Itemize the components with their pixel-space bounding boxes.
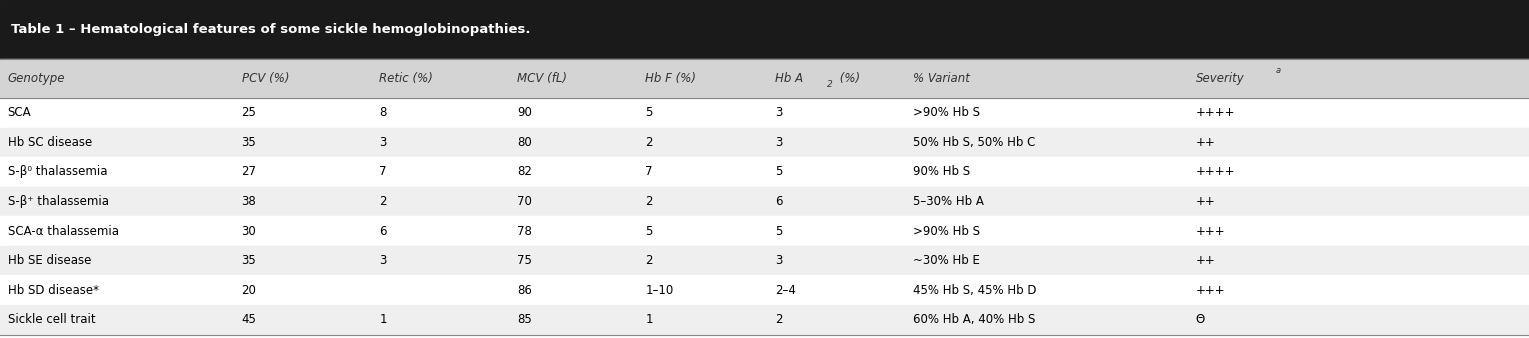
Text: SCA: SCA [8, 106, 31, 119]
Text: >90% Hb S: >90% Hb S [913, 225, 980, 238]
Text: 27: 27 [242, 166, 257, 178]
Text: Θ: Θ [1196, 313, 1205, 326]
Text: 2: 2 [775, 313, 783, 326]
Text: 1: 1 [645, 313, 653, 326]
Text: ++++: ++++ [1196, 106, 1235, 119]
Text: +++: +++ [1196, 284, 1225, 297]
Text: 80: 80 [517, 136, 532, 149]
Bar [0, 128, 1529, 157]
Text: 2: 2 [645, 195, 653, 208]
Text: 2: 2 [645, 136, 653, 149]
Text: 78: 78 [517, 225, 532, 238]
Text: 8: 8 [379, 106, 387, 119]
Text: +++: +++ [1196, 225, 1225, 238]
Text: >90% Hb S: >90% Hb S [913, 106, 980, 119]
Text: 5: 5 [775, 225, 783, 238]
Text: 75: 75 [517, 254, 532, 267]
Text: ++: ++ [1196, 195, 1216, 208]
Text: 70: 70 [517, 195, 532, 208]
Text: 50% Hb S, 50% Hb C: 50% Hb S, 50% Hb C [913, 136, 1035, 149]
Text: 2: 2 [379, 195, 387, 208]
Text: Sickle cell trait: Sickle cell trait [8, 313, 95, 326]
Text: 1–10: 1–10 [645, 284, 673, 297]
Text: SCA-α thalassemia: SCA-α thalassemia [8, 225, 119, 238]
Text: PCV (%): PCV (%) [242, 72, 289, 85]
Text: Hb SD disease*: Hb SD disease* [8, 284, 99, 297]
Text: 5: 5 [775, 166, 783, 178]
Bar [0, 187, 1529, 216]
Text: 2–4: 2–4 [775, 284, 797, 297]
Text: 45: 45 [242, 313, 257, 326]
Text: 90% Hb S: 90% Hb S [913, 166, 969, 178]
Text: MCV (fL): MCV (fL) [517, 72, 567, 85]
Text: 20: 20 [242, 284, 257, 297]
Text: 3: 3 [775, 254, 783, 267]
Text: S-β⁺ thalassemia: S-β⁺ thalassemia [8, 195, 109, 208]
Text: 6: 6 [775, 195, 783, 208]
Text: Table 1 – Hematological features of some sickle hemoglobinopathies.: Table 1 – Hematological features of some… [11, 23, 531, 36]
Bar [0, 216, 1529, 246]
Bar [0, 0, 1529, 59]
Bar [0, 275, 1529, 305]
Text: ++: ++ [1196, 136, 1216, 149]
Text: Hb A: Hb A [775, 72, 803, 85]
Text: S-β⁰ thalassemia: S-β⁰ thalassemia [8, 166, 107, 178]
Text: 5: 5 [645, 106, 653, 119]
Text: Hb SE disease: Hb SE disease [8, 254, 92, 267]
Text: ~30% Hb E: ~30% Hb E [913, 254, 980, 267]
Text: 30: 30 [242, 225, 257, 238]
Text: 45% Hb S, 45% Hb D: 45% Hb S, 45% Hb D [913, 284, 1037, 297]
Text: Hb SC disease: Hb SC disease [8, 136, 92, 149]
Text: 35: 35 [242, 136, 257, 149]
Text: % Variant: % Variant [913, 72, 969, 85]
Text: 38: 38 [242, 195, 257, 208]
Bar [0, 59, 1529, 98]
Text: 60% Hb A, 40% Hb S: 60% Hb A, 40% Hb S [913, 313, 1035, 326]
Text: 3: 3 [379, 254, 387, 267]
Text: 1: 1 [379, 313, 387, 326]
Text: 2: 2 [827, 80, 833, 89]
Text: 86: 86 [517, 284, 532, 297]
Bar [0, 246, 1529, 275]
Text: 35: 35 [242, 254, 257, 267]
Text: Hb F (%): Hb F (%) [645, 72, 696, 85]
Text: Retic (%): Retic (%) [379, 72, 433, 85]
Text: 5–30% Hb A: 5–30% Hb A [913, 195, 983, 208]
Text: a: a [1275, 66, 1280, 75]
Text: 3: 3 [775, 136, 783, 149]
Text: (%): (%) [836, 72, 861, 85]
Text: 2: 2 [645, 254, 653, 267]
Bar [0, 98, 1529, 128]
Text: 3: 3 [379, 136, 387, 149]
Bar [0, 157, 1529, 187]
Text: ++: ++ [1196, 254, 1216, 267]
Text: 82: 82 [517, 166, 532, 178]
Text: 85: 85 [517, 313, 532, 326]
Text: 3: 3 [775, 106, 783, 119]
Text: Genotype: Genotype [8, 72, 66, 85]
Text: 7: 7 [645, 166, 653, 178]
Text: 7: 7 [379, 166, 387, 178]
Bar [0, 305, 1529, 335]
Text: 90: 90 [517, 106, 532, 119]
Text: 25: 25 [242, 106, 257, 119]
Text: ++++: ++++ [1196, 166, 1235, 178]
Text: 6: 6 [379, 225, 387, 238]
Text: Severity: Severity [1196, 72, 1245, 85]
Text: 5: 5 [645, 225, 653, 238]
